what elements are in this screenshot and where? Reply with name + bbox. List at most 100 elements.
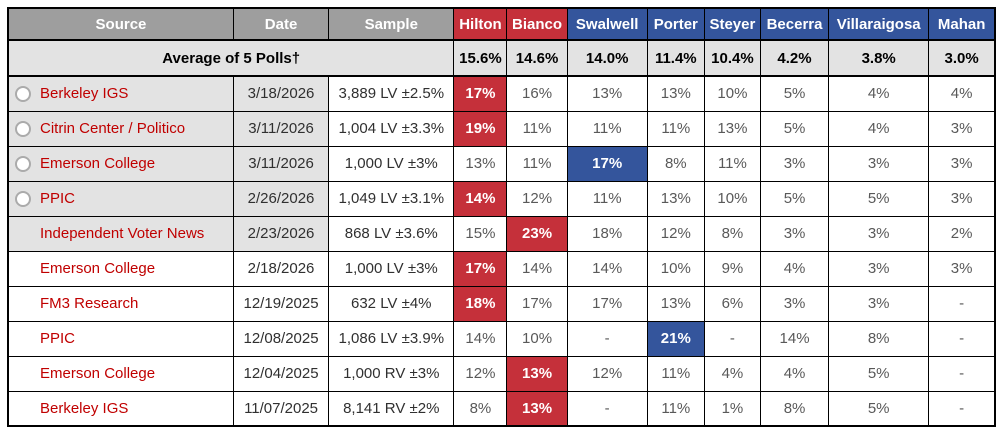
poll-value-villaraigosa: 8% [828, 320, 930, 357]
poll-row-ppic-2-26-2026: PPIC 2/26/2026 1,049 LV ±3.1% 14% 12% 11% 13% 1… [7, 180, 996, 217]
poll-value-hilton: 17% [453, 250, 508, 287]
poll-value-mahan: 3% [928, 110, 996, 147]
average-value-villaraigosa: 3.8% [828, 39, 930, 77]
poll-value-porter: 12% [646, 215, 705, 252]
poll-sample: 1,000 RV ±3% [328, 355, 455, 392]
poll-sample: 1,000 LV ±3% [328, 145, 455, 182]
poll-value-becerra: 3% [759, 215, 830, 252]
poll-value-mahan: 3% [928, 145, 996, 182]
poll-value-hilton: 19% [453, 110, 508, 147]
average-value-mahan: 3.0% [928, 39, 996, 77]
pollster-link[interactable]: Emerson College [40, 155, 156, 172]
poll-value-porter: 11% [646, 390, 705, 427]
pollster-link[interactable]: Berkeley IGS [40, 399, 129, 417]
poll-value-bianco: 11% [506, 145, 568, 182]
poll-value-porter: 10% [646, 250, 705, 287]
pollster-link[interactable]: Citrin Center / Politico [40, 120, 186, 137]
poll-date: 3/11/2026 [232, 110, 330, 147]
poll-row-fm3-research-12-19-2025: FM3 Research 12/19/2025 632 LV ±4% 18% 17% 17… [7, 285, 996, 322]
poll-value-mahan: - [928, 355, 996, 392]
radio-circle-icon[interactable] [15, 155, 31, 172]
column-header-porter: Porter [646, 7, 705, 41]
pollster-link[interactable]: FM3 Research [40, 295, 139, 312]
poll-value-bianco: 13% [506, 390, 568, 427]
column-header-swalwell: Swalwell [566, 7, 648, 41]
poll-value-swalwell: 18% [566, 215, 648, 252]
poll-value-mahan: 4% [928, 75, 996, 112]
poll-value-hilton: 14% [453, 320, 508, 357]
poll-value-hilton: 13% [453, 145, 508, 182]
poll-value-swalwell: - [566, 320, 648, 357]
pollster-link[interactable]: PPIC [40, 190, 76, 207]
column-header-date: Date [232, 7, 330, 41]
poll-value-villaraigosa: 4% [828, 110, 930, 147]
poll-value-porter: 13% [646, 180, 705, 217]
poll-value-porter: 13% [646, 75, 705, 112]
poll-row-emerson-college-2-18-2026: Emerson College 2/18/2026 1,000 LV ±3% 17% 1… [7, 250, 996, 287]
pollster-link[interactable]: Emerson College [40, 260, 156, 277]
average-value-hilton: 15.6% [453, 39, 508, 77]
poll-value-becerra: 4% [759, 250, 830, 287]
polling-table: Source Date Sample Hilton Bianco Swalwell Port… [7, 7, 996, 427]
average-value-swalwell: 14.0% [566, 39, 648, 77]
pollster-link[interactable]: Berkeley IGS [40, 85, 129, 103]
poll-value-porter: 11% [646, 355, 705, 392]
poll-value-steyer: 6% [703, 285, 761, 322]
poll-sample: 1,000 LV ±3% [328, 250, 455, 287]
poll-value-villaraigosa: 4% [828, 75, 930, 112]
poll-value-bianco: 12% [506, 180, 568, 217]
poll-row-citrin-center-politico-3-11-2026: Citrin Center / Politico 3/11/2026 1,004 L… [7, 110, 996, 147]
poll-source-cell: Citrin Center / Politico [7, 110, 234, 147]
poll-value-steyer: 1% [703, 390, 761, 427]
poll-value-swalwell: 14% [566, 250, 648, 287]
poll-value-becerra: 14% [759, 320, 830, 357]
poll-value-hilton: 18% [453, 285, 508, 322]
poll-value-mahan: - [928, 320, 996, 357]
poll-value-bianco: 17% [506, 285, 568, 322]
poll-value-villaraigosa: 3% [828, 285, 930, 322]
poll-row-berkeley-igs-11-07-2025: Berkeley IGS 11/07/2025 8,141 RV ±2% 8% 13% -… [7, 390, 996, 427]
poll-source-cell: PPIC [7, 180, 234, 217]
poll-row-emerson-college-12-04-2025: Emerson College 12/04/2025 1,000 RV ±3% 12%… [7, 355, 996, 392]
poll-value-becerra: 5% [759, 110, 830, 147]
poll-sample: 632 LV ±4% [328, 285, 455, 322]
radio-circle-icon[interactable] [15, 85, 31, 102]
poll-value-porter: 21% [646, 320, 705, 357]
poll-value-mahan: 3% [928, 180, 996, 217]
poll-value-swalwell: 11% [566, 180, 648, 217]
radio-circle-icon[interactable] [15, 120, 31, 137]
poll-value-swalwell: 11% [566, 110, 648, 147]
poll-value-becerra: 5% [759, 180, 830, 217]
poll-value-villaraigosa: 3% [828, 215, 930, 252]
poll-sample: 1,086 LV ±3.9% [328, 320, 455, 357]
poll-value-swalwell: 17% [566, 145, 648, 182]
poll-value-steyer: 4% [703, 355, 761, 392]
poll-value-mahan: 3% [928, 250, 996, 287]
poll-value-becerra: 5% [759, 75, 830, 112]
poll-value-steyer: 10% [703, 75, 761, 112]
poll-value-villaraigosa: 5% [828, 180, 930, 217]
column-header-mahan: Mahan [928, 7, 996, 41]
poll-date: 12/08/2025 [232, 320, 330, 357]
poll-value-porter: 13% [646, 285, 705, 322]
pollster-link[interactable]: Independent Voter News [40, 225, 205, 242]
poll-value-steyer: 9% [703, 250, 761, 287]
poll-value-swalwell: 17% [566, 285, 648, 322]
poll-date: 3/18/2026 [232, 75, 330, 112]
average-value-porter: 11.4% [646, 39, 705, 77]
pollster-link[interactable]: PPIC [40, 330, 76, 347]
column-header-source: Source [7, 7, 234, 41]
poll-value-mahan: - [928, 390, 996, 427]
radio-circle-icon[interactable] [15, 190, 31, 207]
poll-source-cell: Emerson College [7, 355, 234, 392]
poll-value-becerra: 8% [759, 390, 830, 427]
poll-value-hilton: 12% [453, 355, 508, 392]
poll-value-hilton: 14% [453, 180, 508, 217]
column-header-becerra: Becerra [759, 7, 830, 41]
column-header-steyer: Steyer [703, 7, 761, 41]
poll-value-villaraigosa: 5% [828, 355, 930, 392]
poll-value-villaraigosa: 3% [828, 250, 930, 287]
pollster-link[interactable]: Emerson College [40, 365, 156, 382]
poll-date: 11/07/2025 [232, 390, 330, 427]
